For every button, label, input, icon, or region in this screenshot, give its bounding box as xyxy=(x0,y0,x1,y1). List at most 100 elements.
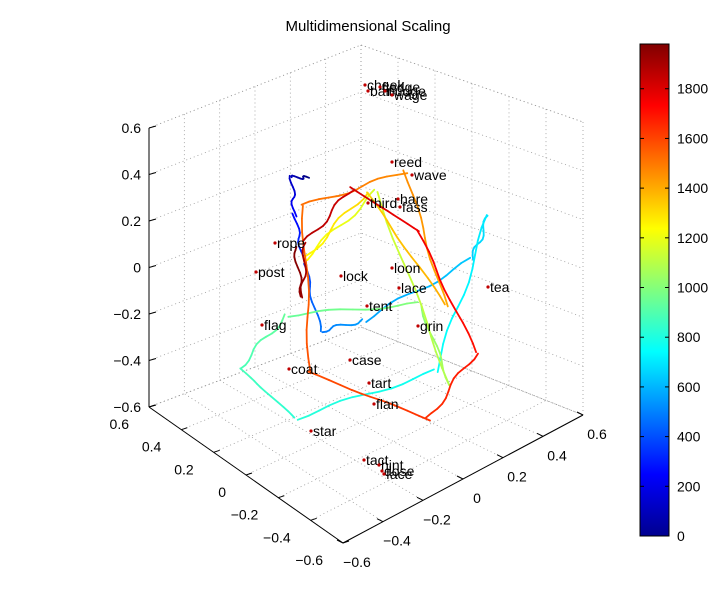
trajectory-segment xyxy=(359,201,366,211)
trajectory-segment xyxy=(348,189,356,195)
trajectory-segment xyxy=(420,305,428,323)
trajectory-segment xyxy=(410,256,421,269)
trajectory-segment xyxy=(329,222,335,232)
trajectory-segment xyxy=(377,398,388,404)
word-point xyxy=(486,285,490,289)
colorbar-tick-label: 1000 xyxy=(677,280,708,296)
trajectory-segment xyxy=(457,293,465,308)
trajectory-segment xyxy=(471,253,477,270)
trajectory-segment xyxy=(354,208,362,217)
trajectory-segment xyxy=(406,301,419,305)
word-label: flan xyxy=(376,396,399,412)
trajectory-segment xyxy=(369,199,377,205)
word-point xyxy=(390,93,394,97)
trajectory-segment xyxy=(433,286,442,298)
trajectory-segment xyxy=(411,193,419,208)
y-tick-label: 0.4 xyxy=(547,447,567,463)
word-label: fass xyxy=(402,199,428,215)
z-gridline xyxy=(148,91,584,175)
trajectory-segment xyxy=(407,289,420,296)
trajectory-segment xyxy=(414,289,423,308)
trajectory-segment xyxy=(460,256,472,264)
x-tick-mark xyxy=(148,404,156,408)
trajectory-segment xyxy=(305,316,309,331)
trajectory-segment xyxy=(364,308,379,311)
trajectory-segment xyxy=(422,315,427,324)
word-label: coat xyxy=(291,361,318,377)
word-point xyxy=(367,381,371,385)
word-point xyxy=(397,286,401,290)
trajectory-segment xyxy=(360,392,371,398)
colorbar-tick-label: 600 xyxy=(677,379,701,395)
trajectory-segment xyxy=(418,266,429,279)
trajectory-segment xyxy=(359,318,364,323)
trajectory-segment xyxy=(327,308,342,311)
trajectory-segment xyxy=(385,401,398,407)
word-point xyxy=(372,402,376,406)
word-point xyxy=(366,201,370,205)
trajectory-segment xyxy=(287,314,300,318)
trajectory-segment xyxy=(248,354,253,362)
x-tick-mark xyxy=(310,517,317,521)
word-point xyxy=(260,323,264,327)
trajectory-segment xyxy=(340,219,350,227)
trajectory-segment xyxy=(443,294,449,308)
trajectory-segment xyxy=(373,308,383,318)
trajectory-segment xyxy=(349,186,358,193)
x-tick-label: 0.4 xyxy=(142,439,162,455)
trajectory-segment xyxy=(307,275,310,293)
word-label: grin xyxy=(420,318,443,334)
trajectory-segment xyxy=(406,222,415,229)
trajectory-segment xyxy=(343,207,353,214)
trajectory-segment xyxy=(366,191,376,204)
trajectory-segment xyxy=(387,304,399,309)
word-point xyxy=(362,458,366,462)
trajectory-segment xyxy=(259,335,267,342)
trajectory-segment xyxy=(306,231,314,238)
word-point xyxy=(363,83,367,87)
word-label: nudge xyxy=(387,83,426,99)
trajectory-segment xyxy=(250,348,255,356)
x-gridline xyxy=(289,72,504,459)
colorbar-gradient xyxy=(639,43,670,537)
trajectory-segment xyxy=(412,227,420,233)
trajectory-segment xyxy=(309,294,313,303)
trajectory-segment xyxy=(339,384,353,391)
trajectory-segment xyxy=(420,216,425,230)
x-tick-label: −0.2 xyxy=(231,507,259,523)
trajectory-segment xyxy=(386,219,394,230)
trajectory-segment xyxy=(426,277,436,289)
trajectory-segment xyxy=(300,204,304,220)
trajectory-segment xyxy=(239,367,248,375)
trajectory-segment xyxy=(297,245,303,253)
colorbar-tick-label: 1800 xyxy=(677,81,708,97)
trajectory-segment xyxy=(327,194,341,199)
word-label: post xyxy=(258,264,285,280)
z-tick-mark xyxy=(148,265,157,268)
colorbar-tick-label: 0 xyxy=(677,528,685,544)
trajectory-segment xyxy=(316,374,330,381)
trajectory-segment xyxy=(429,258,436,272)
trajectory-segment xyxy=(455,310,464,324)
z-tick-mark xyxy=(148,358,157,361)
y-tick-mark xyxy=(456,475,464,480)
trajectory-segment xyxy=(402,169,409,184)
trajectory-segment xyxy=(368,177,379,183)
trajectory-segment xyxy=(320,233,328,242)
trajectory-segment xyxy=(299,290,304,299)
box-edge xyxy=(148,326,362,408)
trajectory-segment xyxy=(428,250,435,263)
colorbar-tick-label: 800 xyxy=(677,329,701,345)
trajectory-segment xyxy=(445,317,453,332)
word-point xyxy=(378,85,382,89)
word-label: hint xyxy=(381,457,404,473)
trajectory-segment xyxy=(318,404,331,412)
trajectory-segment xyxy=(433,269,441,285)
trajectory-segment xyxy=(333,199,340,206)
trajectory-segment xyxy=(422,227,426,239)
z-tick-mark xyxy=(148,311,157,315)
trajectory-segment xyxy=(305,342,310,360)
trajectory-segment xyxy=(447,383,452,393)
trajectory-segment xyxy=(471,342,478,354)
trajectory-segment xyxy=(350,388,363,395)
